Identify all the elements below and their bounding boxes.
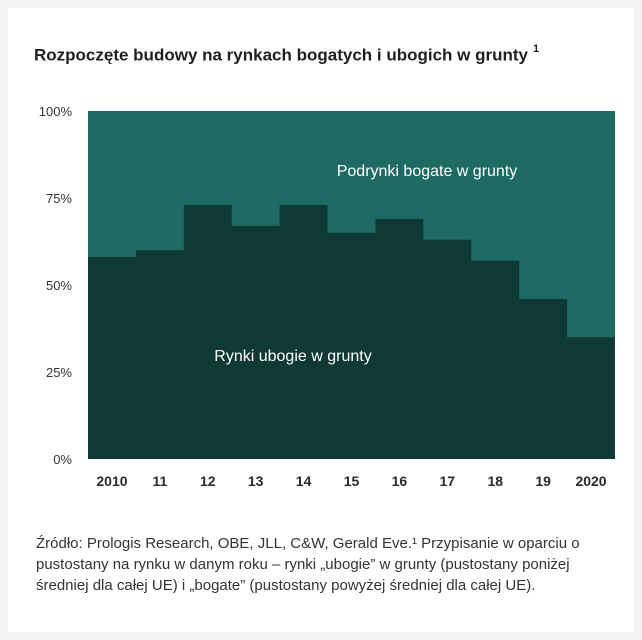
x-tick-label: 12 [200,473,216,489]
y-tick-label: 100% [39,104,73,119]
y-tick-label: 50% [46,278,72,293]
chart-title-text: Rozpoczęte budowy na rynkach bogatych i … [34,45,528,65]
source-note: Źródło: Prologis Research, OBE, JLL, C&W… [36,535,580,594]
x-tick-label: 14 [296,473,312,489]
title-footnote: 1 [533,43,540,55]
x-tick-label: 16 [392,473,408,489]
series-area-poor [88,204,615,459]
x-tick-label: 2010 [96,473,127,489]
y-tick-label: 0% [53,452,72,467]
x-tick-label: 15 [344,473,360,489]
series-label-rich: Podrynki bogate w grunty [337,163,518,180]
series-label-poor: Rynki ubogie w grunty [214,348,371,365]
x-tick-label: 13 [248,473,264,489]
y-tick-label: 75% [46,191,72,206]
chart-title: Rozpoczęte budowy na rynkach bogatych i … [34,43,624,66]
x-tick-label: 19 [535,473,551,489]
y-tick-label: 25% [46,365,72,380]
stacked-area-chart: 0% 25% 50% 75% 100% 2010 11 12 13 14 15 16 17 18 19 202… [39,104,615,489]
x-tick-label: 17 [440,473,456,489]
x-tick-label: 11 [152,473,167,489]
x-tick-label: 2020 [575,473,606,489]
x-tick-label: 18 [487,473,503,489]
